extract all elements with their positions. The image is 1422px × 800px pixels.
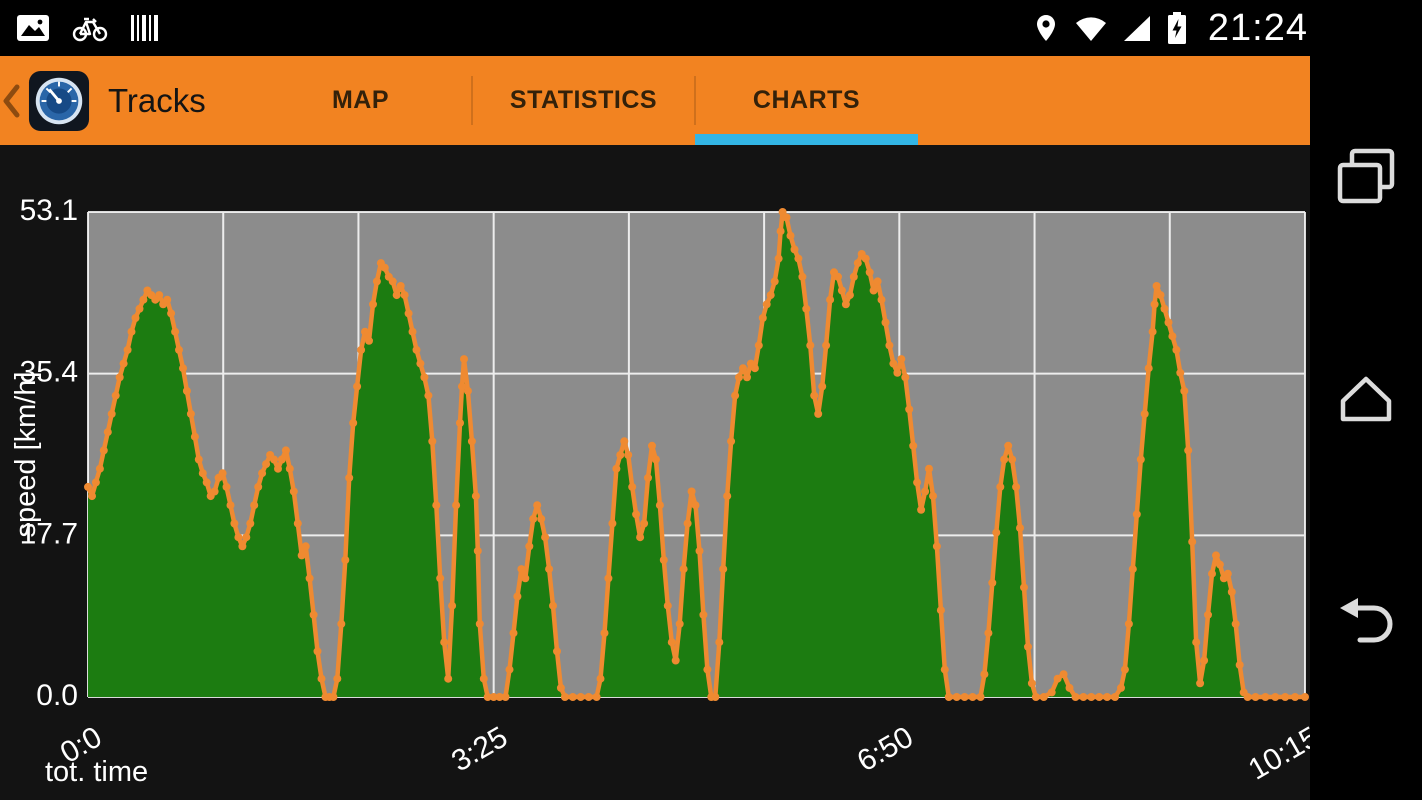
x-axis-title: tot. time <box>45 756 148 788</box>
chart-panel: 0.0 17.7 35.4 53.1 0:0 3:25 6:50 10:15 speed [km… <box>0 145 1310 800</box>
signal-icon <box>1122 14 1152 42</box>
active-tab-indicator <box>695 134 918 145</box>
tab-statistics[interactable]: STATISTICS <box>471 56 695 145</box>
recents-button[interactable] <box>1334 146 1398 210</box>
y-tick-label: 17.7 <box>20 517 78 550</box>
speed-area-series <box>88 212 1305 697</box>
wifi-icon <box>1074 14 1108 42</box>
tab-label: CHARTS <box>752 86 861 114</box>
bike-icon <box>72 14 108 42</box>
y-tick-label: 35.4 <box>20 356 78 389</box>
y-tick-label: 53.1 <box>20 194 78 227</box>
back-button[interactable] <box>1334 590 1398 654</box>
status-bar: 21:24 <box>0 0 1310 56</box>
home-button[interactable] <box>1334 366 1398 430</box>
page-title: Tracks <box>108 81 206 119</box>
action-bar: Tracks MAP STATISTICS CHARTS <box>0 56 1310 145</box>
tab-map[interactable]: MAP <box>249 56 472 145</box>
tab-bar: MAP STATISTICS CHARTS <box>249 56 918 145</box>
tab-charts[interactable]: CHARTS <box>694 56 918 145</box>
y-tick-label: 0.0 <box>36 679 78 712</box>
back-arrow-icon <box>1340 598 1393 643</box>
recents-icon <box>1337 148 1395 203</box>
app-icon[interactable] <box>28 70 90 132</box>
battery-charging-icon <box>1166 11 1188 45</box>
y-axis-title: speed [km/h] <box>10 371 42 537</box>
x-tick-label: 10:15 <box>1243 720 1310 786</box>
up-chevron-icon[interactable] <box>2 84 20 118</box>
status-bar-left-icons <box>0 14 160 42</box>
home-icon <box>1340 376 1392 421</box>
x-tick-label: 6:50 <box>852 720 919 778</box>
tab-label: MAP <box>331 86 390 114</box>
navigation-bar <box>1310 0 1422 800</box>
speed-chart-container[interactable]: 0.0 17.7 35.4 53.1 0:0 3:25 6:50 10:15 speed [km… <box>0 145 1310 800</box>
gallery-icon <box>16 14 50 42</box>
status-time: 21:24 <box>1207 6 1308 49</box>
tab-label: STATISTICS <box>509 86 658 114</box>
x-tick-label: 3:25 <box>446 720 513 778</box>
speed-point-markers <box>84 208 1309 701</box>
barcode-icon <box>130 14 160 42</box>
location-icon <box>1032 13 1060 43</box>
status-bar-right-icons: 21:24 <box>1032 7 1310 50</box>
